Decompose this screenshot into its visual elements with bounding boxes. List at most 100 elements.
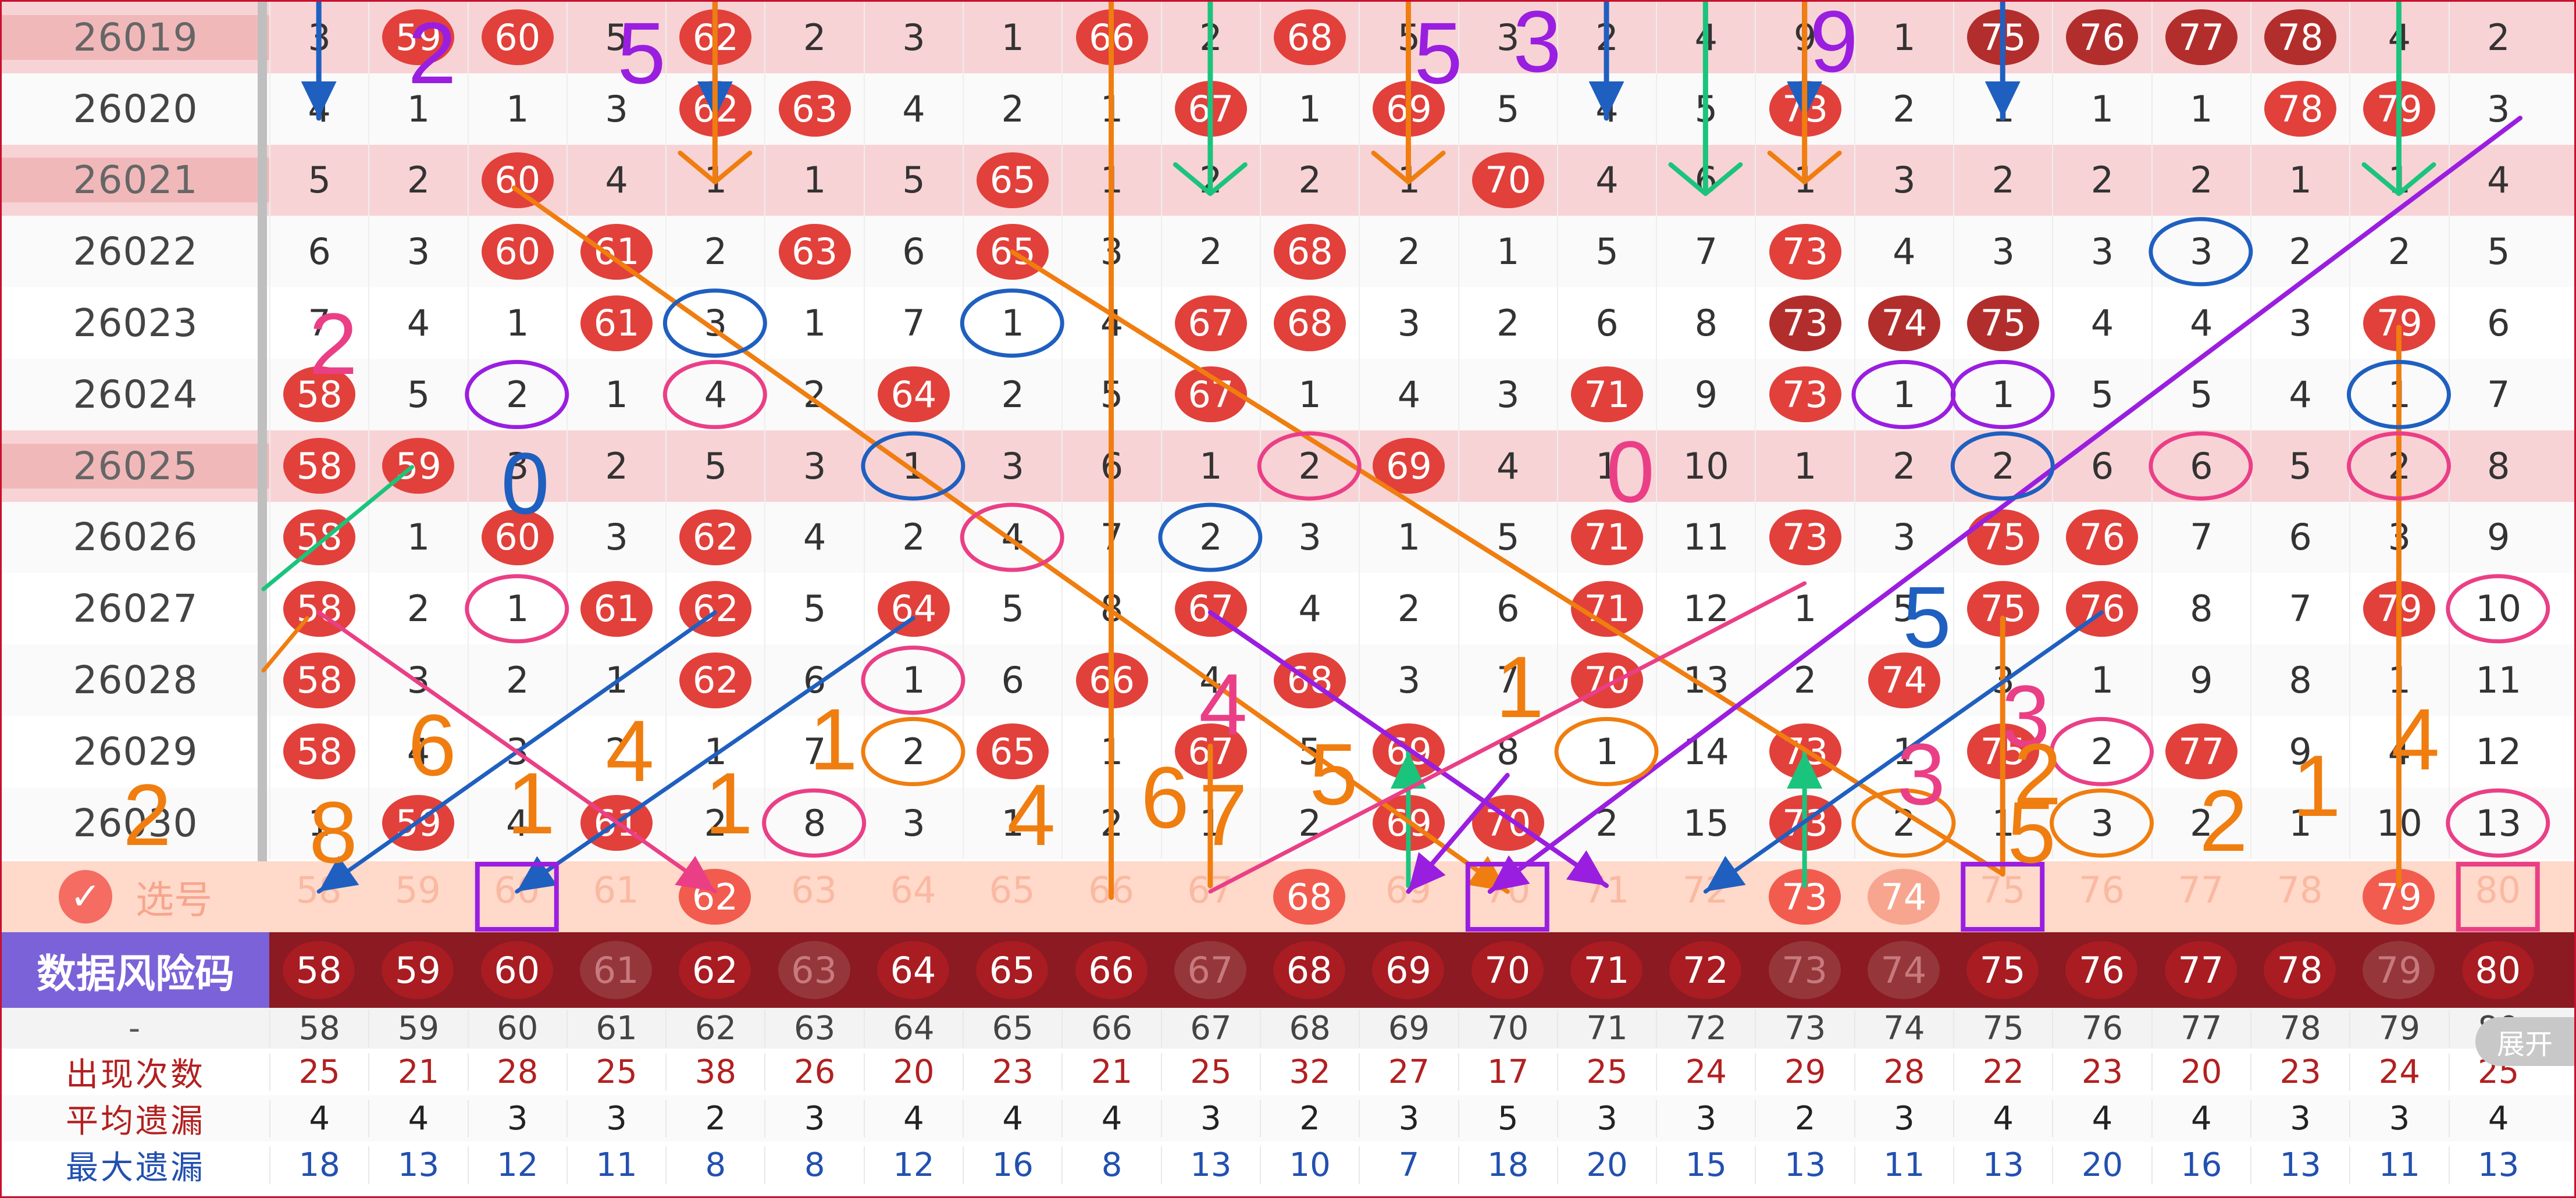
- pick-cell[interactable]: 68: [1260, 869, 1359, 925]
- miss-count: 2: [506, 659, 529, 702]
- issue-row: 2601935960562231662685324917576777842: [2, 2, 2574, 73]
- avg-miss: 3: [1656, 1099, 1755, 1138]
- trend-line: [1208, 581, 1807, 894]
- miss-count: 2: [407, 587, 430, 630]
- pick-number[interactable]: 64: [890, 869, 936, 911]
- drawn-ball: 59: [382, 438, 455, 494]
- grid-cell: 5: [2448, 216, 2548, 288]
- hand-circle: [861, 716, 965, 786]
- pick-cell[interactable]: 80: [2449, 869, 2548, 911]
- grid-cell: 7: [1656, 216, 1755, 288]
- danger-cell: 63: [764, 941, 863, 999]
- avg-miss: 2: [665, 1099, 764, 1138]
- number-header: 66: [1061, 1009, 1160, 1047]
- avg-miss: 4: [2448, 1099, 2548, 1138]
- miss-count: 5: [1595, 230, 1619, 273]
- pick-number[interactable]: 65: [989, 869, 1035, 911]
- grid-cell: 1: [467, 287, 566, 359]
- miss-count: 11: [2475, 659, 2522, 702]
- number-header: 72: [1656, 1009, 1755, 1047]
- pick-number[interactable]: 63: [791, 869, 838, 911]
- grid-cell: 68: [1259, 287, 1359, 359]
- grid-cell: 77: [2151, 2, 2250, 73]
- hand-circle: [465, 574, 569, 644]
- drawn-ball: 71: [1571, 509, 1643, 565]
- appear-count: 20: [863, 1053, 963, 1091]
- avg-miss: 2: [1259, 1099, 1359, 1138]
- arrow-line: [515, 616, 915, 894]
- pick-number[interactable]: 77: [2178, 869, 2224, 911]
- appear-count: 23: [2052, 1053, 2151, 1091]
- grid-cell: 59: [368, 430, 467, 502]
- drawn-ball: 61: [580, 223, 653, 280]
- pick-cell[interactable]: 59: [368, 869, 467, 911]
- grid-cell: 8: [2250, 644, 2349, 716]
- grid-cell: 1: [1854, 2, 1953, 73]
- annotation-digit: 0: [1606, 423, 1654, 520]
- miss-count: 4: [407, 302, 430, 345]
- issue-number: 26027: [73, 586, 198, 632]
- max-miss: 13: [2250, 1146, 2349, 1184]
- danger-cell: 69: [1359, 941, 1458, 999]
- miss-count: 6: [2090, 444, 2114, 487]
- miss-count: 1: [2289, 159, 2312, 202]
- grid-cell: 3: [1953, 216, 2052, 288]
- pick-number[interactable]: 59: [394, 869, 441, 911]
- annotation-digit: 3: [1513, 2, 1561, 90]
- grid-cell: 2: [566, 716, 665, 787]
- drawn-ball: 64: [877, 580, 950, 637]
- grid-cell: 4: [467, 787, 566, 859]
- check-icon[interactable]: ✓: [59, 870, 112, 924]
- grid-cell: 4: [863, 73, 963, 145]
- annotation-digit: 9: [1809, 2, 1858, 90]
- miss-count: 6: [2289, 516, 2312, 559]
- pick-label-wrap[interactable]: ✓ 选号: [2, 869, 269, 925]
- miss-count: 3: [2090, 801, 2114, 844]
- pick-cell[interactable]: 65: [963, 869, 1061, 911]
- miss-count: 10: [2475, 587, 2522, 630]
- max-miss: 8: [665, 1146, 764, 1184]
- pick-cell[interactable]: 78: [2250, 869, 2349, 911]
- drawn-ball: 59: [382, 9, 455, 66]
- grid-cell: 2: [1359, 216, 1458, 288]
- pick-cell[interactable]: 63: [764, 869, 863, 911]
- number-header: 63: [764, 1009, 863, 1047]
- pick-cell[interactable]: 74: [1854, 869, 1953, 925]
- pick-cell[interactable]: 76: [2052, 869, 2151, 911]
- pick-number[interactable]: 61: [593, 869, 639, 911]
- expand-button[interactable]: 展开: [2475, 1017, 2574, 1066]
- pick-number[interactable]: 78: [2276, 869, 2323, 911]
- miss-count: 2: [1893, 444, 1916, 487]
- grid-cell: 2: [1359, 573, 1458, 645]
- picked-ball[interactable]: 68: [1273, 869, 1346, 925]
- issue-number: 26026: [73, 515, 198, 560]
- pick-cell[interactable]: 61: [566, 869, 665, 911]
- grid-cell: 3: [2448, 73, 2548, 145]
- hand-circle: [662, 359, 767, 429]
- grid-cell: 62: [665, 501, 764, 573]
- annotation-digit: 2: [408, 4, 456, 102]
- miss-count: 2: [704, 230, 728, 273]
- pick-number[interactable]: 76: [2079, 869, 2125, 911]
- grid-cell: 65: [963, 144, 1061, 216]
- grid-cell: 3: [2052, 216, 2151, 288]
- grid-cell: 14: [1656, 716, 1755, 787]
- pick-cell[interactable]: 77: [2151, 869, 2250, 911]
- grid-cell: 61: [566, 216, 665, 288]
- number-header: 71: [1556, 1009, 1656, 1047]
- number-header: 68: [1259, 1009, 1359, 1047]
- annotation-digit: 2: [123, 766, 171, 864]
- miss-count: 3: [506, 444, 529, 487]
- picked-ball[interactable]: 74: [1867, 869, 1940, 925]
- danger-cell: 77: [2151, 941, 2250, 999]
- drawn-ball: 73: [1769, 295, 1841, 351]
- miss-count: 1: [1199, 444, 1223, 487]
- select-square: [2456, 862, 2540, 932]
- miss-count: 1: [407, 516, 430, 559]
- pick-number[interactable]: 80: [2475, 869, 2521, 911]
- max-miss-row: 最大遗漏 18 13 12 11 8 8 12 16 8 13 10 7 18 20 15 13 11 13 20 1…: [2, 1142, 2574, 1188]
- grid-cell: 2: [2448, 2, 2548, 73]
- grid-cell: 5: [764, 573, 863, 645]
- grid-cell: 5: [665, 430, 764, 502]
- pick-cell[interactable]: 64: [864, 869, 963, 911]
